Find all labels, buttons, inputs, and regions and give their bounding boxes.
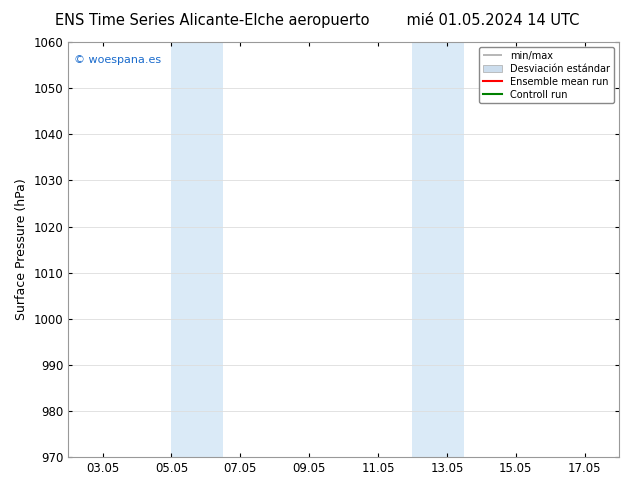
Text: ENS Time Series Alicante-Elche aeropuerto        mié 01.05.2024 14 UTC: ENS Time Series Alicante-Elche aeropuert…	[55, 12, 579, 28]
Bar	[413, 42, 464, 457]
Y-axis label: Surface Pressure (hPa): Surface Pressure (hPa)	[15, 179, 28, 320]
Legend: min/max, Desviación estándar, Ensemble mean run, Controll run: min/max, Desviación estándar, Ensemble m…	[479, 47, 614, 103]
Text: © woespana.es: © woespana.es	[74, 54, 161, 65]
Bar	[171, 42, 223, 457]
